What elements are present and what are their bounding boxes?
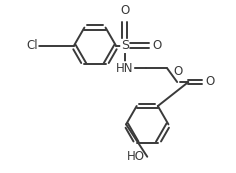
Text: O: O [120, 4, 130, 17]
Text: S: S [121, 39, 129, 52]
Text: O: O [174, 65, 183, 78]
Text: O: O [206, 75, 215, 88]
Text: HO: HO [127, 150, 145, 163]
Text: O: O [153, 39, 162, 52]
Text: HN: HN [116, 62, 134, 75]
Text: Cl: Cl [26, 39, 38, 52]
